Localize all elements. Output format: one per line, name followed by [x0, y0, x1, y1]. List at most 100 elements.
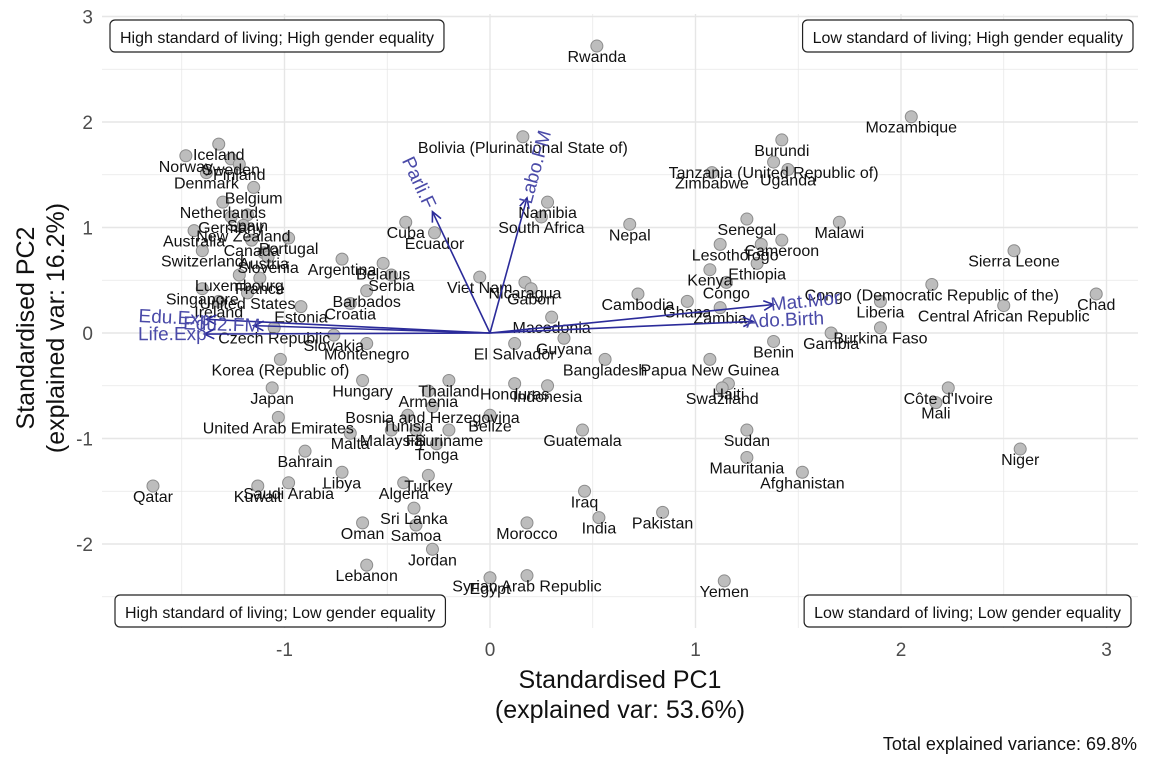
- data-point: [232, 157, 246, 171]
- point-label: Montenegro: [324, 347, 409, 364]
- point-label: India: [582, 521, 617, 538]
- data-point: [245, 233, 259, 247]
- vector-arrowhead: [431, 210, 442, 223]
- data-point: [719, 275, 733, 289]
- vector-Life.Exp: Life.Exp: [138, 324, 491, 345]
- data-point: [401, 408, 415, 422]
- data-point: [384, 423, 398, 437]
- point-label: Tunisia: [382, 418, 433, 435]
- point-label: Bosnia and Herzegovina: [345, 410, 519, 427]
- point-label: South Africa: [498, 220, 584, 237]
- vector-line: [204, 332, 491, 335]
- data-point: [997, 299, 1011, 313]
- data-point: [146, 479, 160, 493]
- point-label: Central African Republic: [918, 309, 1090, 326]
- data-point: [199, 166, 213, 180]
- y-axis-title-line2: (explained var: 16.2%): [42, 203, 70, 453]
- data-point: [740, 450, 754, 464]
- data-point: [212, 137, 226, 151]
- point-label: Senegal: [718, 222, 777, 239]
- point-label: Belarus: [356, 266, 410, 283]
- data-point: [1089, 287, 1103, 301]
- point-label: Australia: [163, 234, 225, 251]
- point-label: Korea (Republic of): [211, 362, 349, 379]
- point-label: Rwanda: [568, 49, 627, 66]
- data-point: [251, 479, 265, 493]
- point-label: Côte d'Ivoire: [904, 391, 993, 408]
- point-label: Slovenia: [237, 260, 298, 277]
- point-label: Libya: [323, 475, 361, 492]
- vector-arrowhead: [742, 316, 755, 328]
- point-label: Gambia: [803, 336, 859, 353]
- x-axis-title-line1: Standardised PC1: [519, 666, 722, 694]
- data-point: [343, 426, 357, 440]
- quadrant-text: High standard of living; Low gender equa…: [125, 605, 435, 622]
- point-label: Ireland: [194, 304, 243, 321]
- data-point: [473, 270, 487, 284]
- point-label: France: [235, 281, 285, 298]
- point-label: Hungary: [332, 383, 392, 400]
- point-label: Togo: [744, 247, 779, 264]
- point-label: Belize: [468, 418, 512, 435]
- point-label: Japan: [250, 391, 294, 408]
- data-point: [335, 252, 349, 266]
- data-point: [282, 231, 296, 245]
- data-point: [703, 263, 717, 277]
- data-point: [216, 195, 230, 209]
- vector-line: [206, 318, 491, 334]
- axis-titles: Standardised PC1 (explained var: 53.6%) …: [12, 203, 1137, 754]
- point-label: Suriname: [415, 433, 484, 450]
- data-point: [925, 277, 939, 291]
- data-point: [327, 328, 341, 342]
- data-point: [775, 233, 789, 247]
- y-tick-label: 0: [82, 324, 93, 345]
- data-point: [750, 256, 764, 270]
- vector-arrowhead: [202, 328, 215, 340]
- point-label: Bolivia (Plurinational State of): [418, 140, 628, 157]
- vector-Ado.Birth: Ado.Birth: [489, 308, 825, 334]
- data-point: [247, 180, 261, 194]
- data-point: [409, 423, 423, 437]
- vector-line: [431, 211, 491, 334]
- data-point: [195, 282, 209, 296]
- data-point: [407, 501, 421, 515]
- tick-labels: -1 0 1 2 3 -2 -1 0 1 2 3: [76, 8, 1112, 662]
- vector-line: [489, 197, 528, 334]
- vector-label: Edu2.FM: [183, 313, 261, 336]
- point-label: Tanzania (United Republic of): [669, 165, 879, 182]
- x-tick-label: 0: [485, 640, 496, 661]
- point-label: Viet Nam: [447, 280, 513, 297]
- x-tick-label: 1: [690, 640, 701, 661]
- point-label: Mozambique: [865, 120, 957, 137]
- data-point: [717, 574, 731, 588]
- vector-Edu.Exp: Edu.Exp: [138, 306, 491, 334]
- data-point: [236, 218, 250, 232]
- data-point: [592, 511, 606, 525]
- point-label: Egypt: [470, 581, 511, 598]
- data-point: [442, 373, 456, 387]
- point-label: Haiti: [712, 387, 744, 404]
- point-label: Chad: [1077, 297, 1115, 314]
- data-point: [775, 133, 789, 147]
- data-point: [740, 212, 754, 226]
- data-point: [421, 468, 435, 482]
- data-point: [1013, 442, 1027, 456]
- data-point: [425, 542, 439, 556]
- data-point: [294, 300, 308, 314]
- point-label: Thailand: [418, 383, 479, 400]
- data-point: [1007, 244, 1021, 258]
- data-point: [187, 224, 201, 238]
- point-label: Barbados: [332, 294, 401, 311]
- point-label: Burkina Faso: [833, 331, 927, 348]
- point-label: Tonga: [415, 447, 459, 464]
- point-label: Niger: [1001, 452, 1040, 469]
- point-label: Croatia: [324, 306, 376, 323]
- data-point: [271, 410, 285, 424]
- point-label: Burundi: [754, 143, 809, 160]
- data-point: [282, 476, 296, 490]
- point-label: Liberia: [856, 304, 904, 321]
- y-tick-label: -2: [76, 535, 93, 556]
- data-point: [356, 373, 370, 387]
- point-label: Yemen: [700, 584, 749, 601]
- point-label: Denmark: [174, 176, 240, 193]
